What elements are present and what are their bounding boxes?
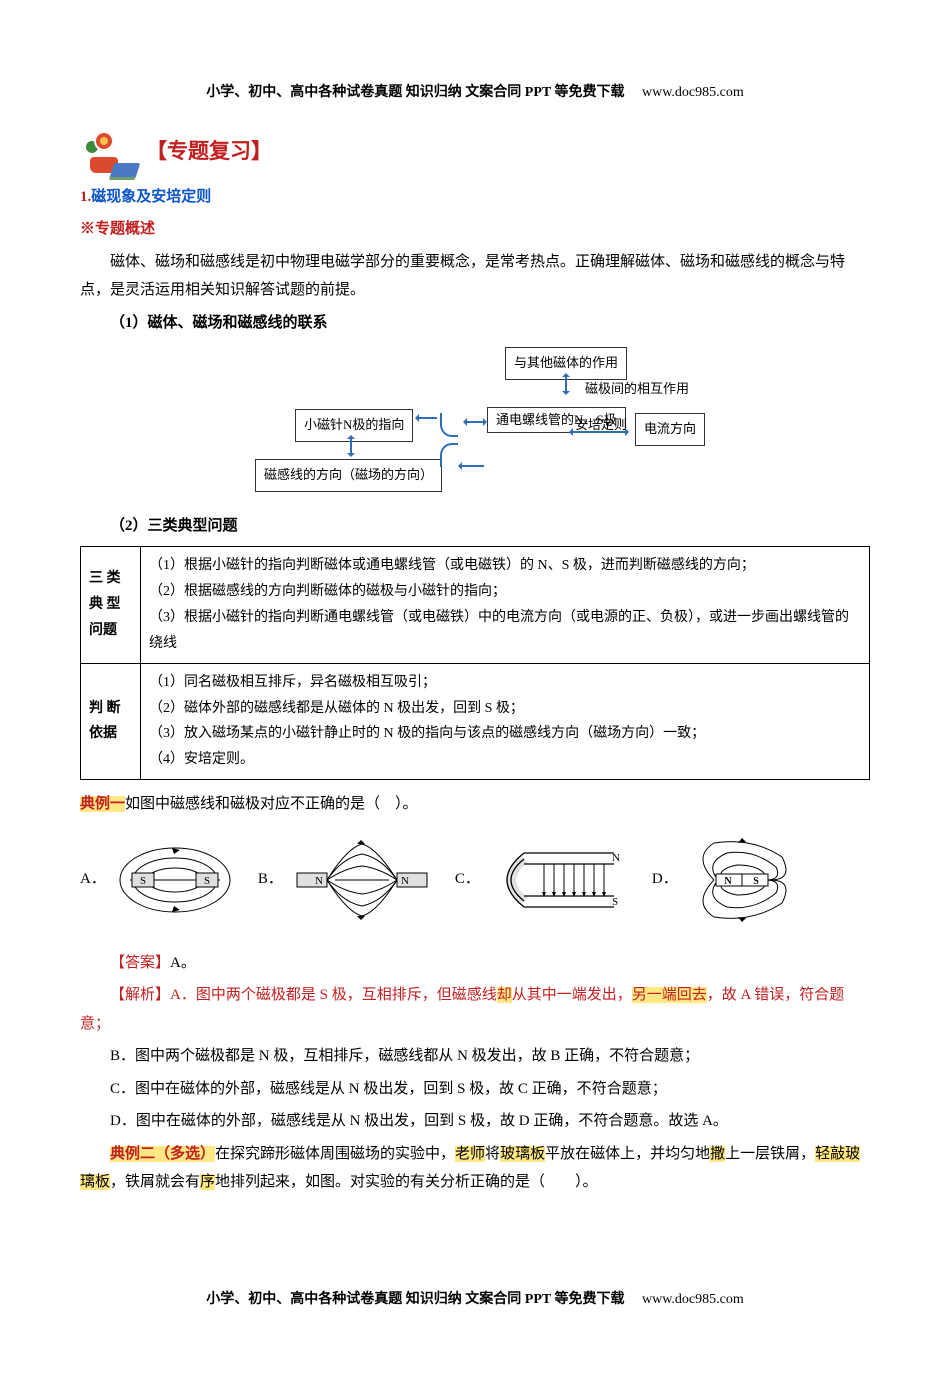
- curve-connector-icon: [440, 413, 458, 437]
- pole-label: S: [753, 876, 759, 887]
- ex2-hl2: 玻璃板: [500, 1146, 545, 1162]
- analysis-A-pre: A．图中两个磁极都是 S 极，互相排斥，但磁感线: [170, 987, 497, 1003]
- list-item: （4）安培定则。: [149, 747, 861, 773]
- page-footer: 小学、初中、高中各种试卷真题 知识归纳 文案合同 PPT 等免费下载 www.d…: [80, 1287, 870, 1314]
- table-cell-2: （1）同名磁极相互排斥，异名磁极相互吸引； （2）磁体外部的磁感线都是从磁体的 …: [141, 663, 870, 780]
- option-label: D．: [652, 865, 678, 894]
- list-item: （1）同名磁极相互排斥，异名磁极相互吸引；: [149, 670, 861, 696]
- ex2-mid1: 将: [485, 1146, 500, 1162]
- header-url: www.doc985.com: [642, 85, 744, 100]
- example2-label: 典例二（多选）: [110, 1146, 215, 1162]
- arrow-left-icon: [460, 465, 484, 467]
- diagram-box-current: 电流方向: [635, 413, 705, 446]
- p2-title: （2）三类典型问题: [80, 512, 870, 541]
- badge-row: 【专题复习】: [80, 127, 870, 177]
- arrow-bidi-icon: [350, 437, 352, 455]
- list-item: （3）根据小磁针的指向判断通电螺线管（或电磁铁）中的电流方向（或电源的正、负极）…: [149, 605, 861, 657]
- section-title: 磁现象及安培定则: [91, 189, 211, 205]
- example1-options: A． S S B．: [80, 837, 870, 923]
- arrow-left-icon: [417, 417, 437, 419]
- option-label: C．: [455, 865, 480, 894]
- section1-heading: 1.磁现象及安培定则: [80, 183, 870, 212]
- arrow-bidi-icon: [571, 431, 627, 433]
- diagram-text-ampere: 安培定则: [575, 413, 627, 438]
- analysis-A-mid: 从其中一端发出，: [512, 987, 632, 1003]
- example1-analysis-A: 【解析】A．图中两个磁极都是 S 极，互相排斥，但磁感线却从其中一端发出，另一端…: [80, 981, 870, 1038]
- example1-analysis-D: D．图中在磁体的外部，磁感线是从 N 极出发，回到 S 极，故 D 正确，不符合…: [80, 1107, 870, 1136]
- pole-label: S: [612, 896, 618, 908]
- example1-stem-text: 如图中磁感线和磁极对应不正确的是（ ）。: [125, 796, 418, 812]
- pole-label: S: [204, 875, 210, 887]
- list-item: （2）磁体外部的磁感线都是从磁体的 N 极出发，回到 S 极；: [149, 696, 861, 722]
- option-A: A． S S: [80, 840, 240, 920]
- arrow-bidi-icon: [565, 375, 567, 393]
- list-item: （1）根据小磁针的指向判断磁体或通电螺线管（或电磁铁）的 N、S 极，进而判断磁…: [149, 553, 861, 579]
- table-row: 判 断 依据 （1）同名磁极相互排斥，异名磁极相互吸引； （2）磁体外部的磁感线…: [81, 663, 870, 780]
- three-type-table: 三 类 典 型 问题 （1）根据小磁针的指向判断磁体或通电螺线管（或电磁铁）的 …: [80, 546, 870, 780]
- pole-label: N: [401, 875, 409, 887]
- ex2-pre: 在探究蹄形磁体周围磁场的实验中，: [215, 1146, 455, 1162]
- answer-text: A。: [170, 955, 196, 971]
- table-label-1-text: 三 类 典 型 问题: [89, 571, 121, 638]
- magnet-figure-a: S S: [110, 840, 240, 920]
- answer-label: 【答案】: [110, 955, 170, 971]
- header-text: 小学、初中、高中各种试卷真题 知识归纳 文案合同 PPT 等免费下载: [206, 85, 624, 100]
- example1-label: 典例一: [80, 796, 125, 812]
- list-item: （3）放入磁场某点的小磁针静止时的 N 极的指向与该点的磁感线方向（磁场方向）一…: [149, 721, 861, 747]
- magnet-figure-c: N S: [484, 837, 634, 923]
- ex2-hl5: 序: [200, 1174, 215, 1190]
- analysis-label: 【解析】: [110, 987, 170, 1003]
- list-item: （2）根据磁感线的方向判断磁体的磁极与小磁针的指向；: [149, 579, 861, 605]
- diagram-text-interaction: 磁极间的相互作用: [585, 377, 689, 402]
- table-cell-1: （1）根据小磁针的指向判断磁体或通电螺线管（或电磁铁）的 N、S 极，进而判断磁…: [141, 547, 870, 664]
- section-number: 1.: [80, 189, 91, 205]
- option-C: C． N S: [455, 837, 634, 923]
- page-header: 小学、初中、高中各种试卷真题 知识归纳 文案合同 PPT 等免费下载 www.d…: [80, 80, 870, 107]
- analysis-A-hl1: 却: [497, 987, 512, 1003]
- flower-books-icon: [80, 127, 140, 177]
- example1-stem: 典例一如图中磁感线和磁极对应不正确的是（ ）。: [80, 790, 870, 819]
- option-B: B． N N: [258, 840, 437, 920]
- ex2-mid3: 上一层铁屑，: [725, 1146, 815, 1162]
- arrow-bidi-icon: [465, 421, 485, 423]
- table-label-1: 三 类 典 型 问题: [81, 547, 141, 664]
- footer-url: www.doc985.com: [642, 1292, 744, 1307]
- pole-label: N: [724, 876, 732, 887]
- ex2-hl3: 撒: [710, 1146, 725, 1162]
- example1-answer: 【答案】A。: [80, 949, 870, 978]
- subtitle: ※专题概述: [80, 215, 870, 244]
- table-label-2-text: 判 断 依据: [89, 701, 121, 742]
- example2-stem: 典例二（多选）在探究蹄形磁体周围磁场的实验中，老师将玻璃板平放在磁体上，并均匀地…: [80, 1140, 870, 1197]
- example1-analysis-C: C．图中在磁体的外部，磁感线是从 N 极出发，回到 S 极，故 C 正确，不符合…: [80, 1075, 870, 1104]
- ex2-mid2: 平放在磁体上，并均匀地: [545, 1146, 710, 1162]
- option-D: D． N S: [652, 837, 802, 923]
- ex2-mid4: ，铁屑就会有: [110, 1174, 200, 1190]
- example1-analysis-B: B．图中两个磁极都是 N 极，互相排斥，磁感线都从 N 极发出，故 B 正确，不…: [80, 1042, 870, 1071]
- pole-label: N: [612, 852, 620, 864]
- magnet-figure-d: N S: [682, 837, 802, 923]
- table-row: 三 类 典 型 问题 （1）根据小磁针的指向判断磁体或通电螺线管（或电磁铁）的 …: [81, 547, 870, 664]
- pole-label: N: [315, 875, 323, 887]
- ex2-hl1: 老师: [455, 1146, 485, 1162]
- badge-title: 【专题复习】: [146, 132, 272, 172]
- option-label: B．: [258, 865, 283, 894]
- overview-paragraph: 磁体、磁场和磁感线是初中物理电磁学部分的重要概念，是常考热点。正确理解磁体、磁场…: [80, 248, 870, 305]
- relationship-diagram: 与其他磁体的作用 磁极间的相互作用 小磁针N极的指向 磁感线的方向（磁场的方向）…: [80, 347, 870, 498]
- p1-title: （1）磁体、磁场和磁感线的联系: [80, 309, 870, 338]
- subtitle-text: ※专题概述: [80, 221, 155, 237]
- magnet-figure-b: N N: [287, 840, 437, 920]
- analysis-A-hl2: 另一端回去: [632, 987, 707, 1003]
- table-label-2: 判 断 依据: [81, 663, 141, 780]
- diagram-box-fieldline: 磁感线的方向（磁场的方向）: [255, 459, 442, 492]
- pole-label: S: [140, 875, 146, 887]
- footer-text: 小学、初中、高中各种试卷真题 知识归纳 文案合同 PPT 等免费下载: [206, 1292, 624, 1307]
- ex2-post: 地排列起来，如图。对实验的有关分析正确的是（ ）。: [215, 1174, 598, 1190]
- option-label: A．: [80, 865, 106, 894]
